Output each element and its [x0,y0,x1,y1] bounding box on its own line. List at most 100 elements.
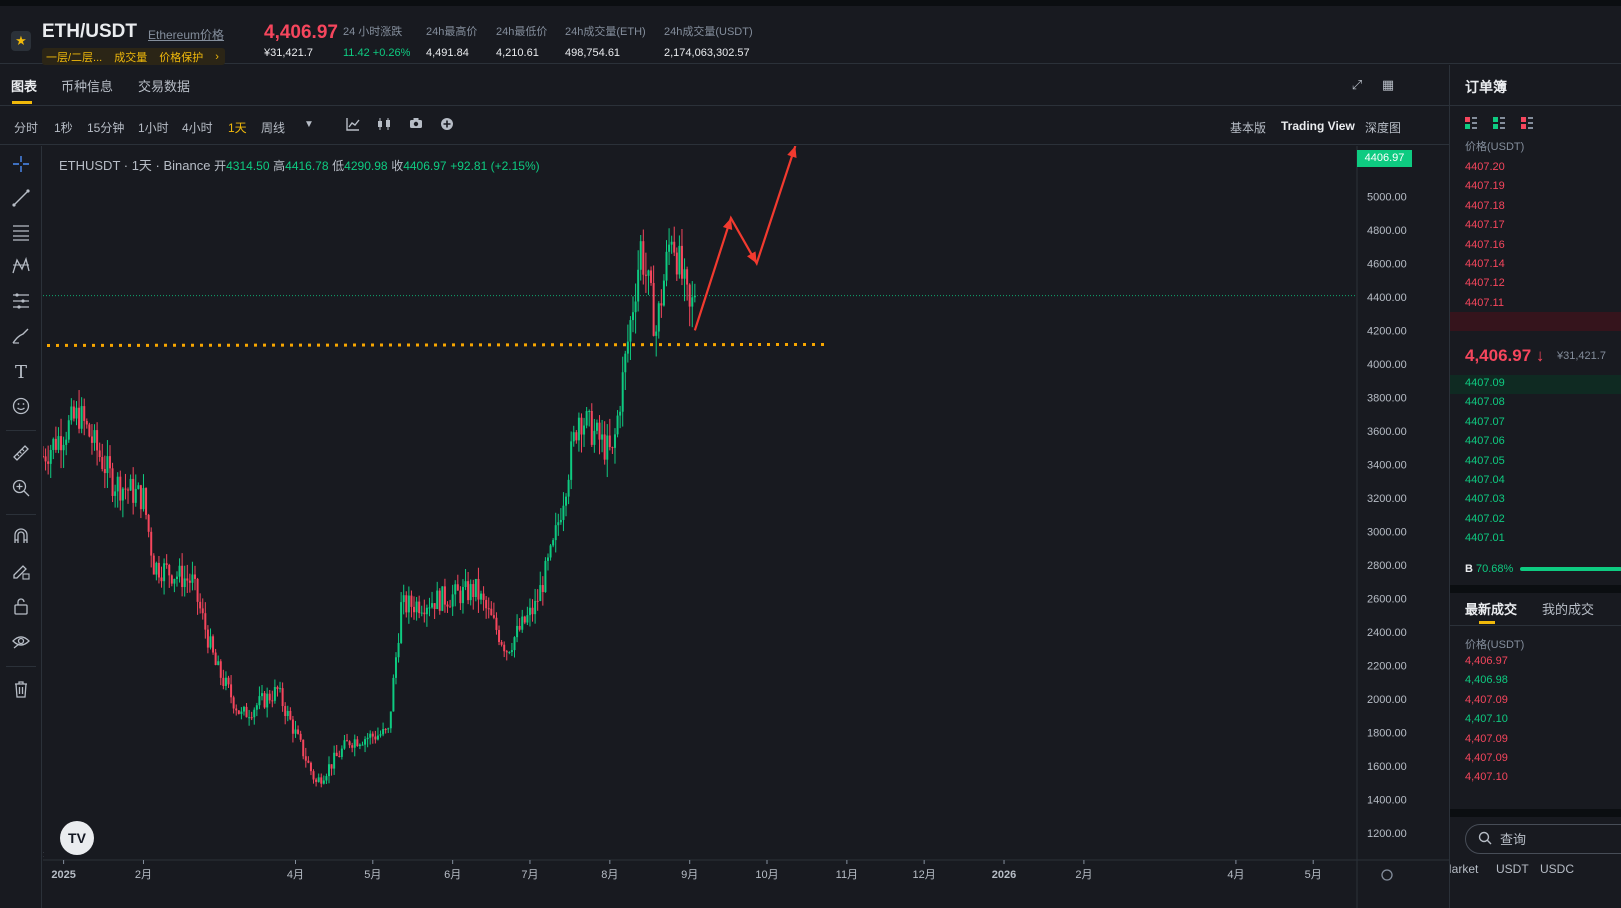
search-input[interactable] [1500,831,1620,847]
emoji-icon[interactable] [9,396,33,420]
timeframe-15m[interactable]: 15分钟 [87,121,125,135]
timeframe-1h[interactable]: 1小时 [138,121,169,135]
orderbook-bid-row[interactable]: 4407.03 [1465,493,1505,506]
view-tradingview[interactable]: Trading View [1281,119,1355,133]
indicators-icon[interactable] [345,117,361,133]
time-tick-label: 8月 [601,869,618,881]
pattern-icon[interactable] [9,256,33,280]
fib-icon[interactable] [9,291,33,315]
tradingview-logo[interactable]: TV [60,821,94,855]
market-tab-usdt[interactable]: USDT [1496,862,1529,876]
orderbook-ask-row[interactable]: 4407.12 [1465,277,1505,290]
chevron-right-icon[interactable]: › [215,50,219,63]
market-tab-emarket[interactable]: e-Market [1450,862,1479,876]
tab-trade-data[interactable]: 交易数据 [138,79,191,94]
eye-icon[interactable] [9,631,33,655]
pair-symbol[interactable]: ETH/USDT [42,21,137,42]
candle-body [268,693,271,701]
orderbook-ask-row[interactable]: 4407.14 [1465,258,1505,270]
timeframe-1d[interactable]: 1天 [228,121,247,135]
candle-body [175,576,178,580]
timeframe-4h[interactable]: 4小时 [182,121,213,135]
orderbook-mode-bids-icon[interactable] [1493,117,1505,129]
crosshair-icon[interactable] [9,154,33,178]
market-search[interactable] [1465,824,1621,854]
orderbook-mode-asks-icon[interactable] [1521,117,1533,129]
timeframe-1w[interactable]: 周线 [261,121,286,135]
candle-style-icon[interactable] [376,117,392,133]
price-tick-label: 1800.00 [1367,728,1407,740]
caret-down-icon[interactable]: ▼ [304,119,314,130]
orderbook-bid-row[interactable]: 4407.02 [1465,512,1505,525]
layout-grid-icon[interactable]: ▦ [1381,77,1395,92]
time-tick-label: 9月 [681,869,698,881]
trade-row: 4,407.10 [1465,771,1508,784]
orderbook-bid-row[interactable]: 4407.09 [1465,377,1505,389]
orderbook-ask-row[interactable]: 4407.17 [1465,219,1505,232]
orderbook-bid-row[interactable]: 4407.08 [1465,396,1505,409]
orderbook-bid-row[interactable]: 4407.06 [1465,435,1505,448]
orderbook-bid-row[interactable]: 4407.07 [1465,415,1505,428]
toolbar-separator [6,430,36,431]
market-tab-usdc[interactable]: USDC [1540,862,1575,876]
timeframe-line[interactable]: 分时 [14,121,39,135]
pair-info-link[interactable]: Ethereum价格 [148,28,225,42]
price-chart[interactable]: 5200.005000.004800.004600.004400.004200.… [43,146,1449,908]
view-depth[interactable]: 深度图 [1365,121,1402,135]
unlock-icon[interactable] [9,596,33,620]
ruler-icon[interactable] [9,443,33,467]
orderbook-ask-row[interactable]: 4407.19 [1465,180,1505,193]
candle-body [441,586,444,611]
trash-icon[interactable] [9,679,33,703]
candle-body [459,590,462,604]
price-tick-label: 2400.00 [1367,627,1407,639]
orderbook-ask-row[interactable]: 4407.18 [1465,199,1505,212]
add-circle-icon[interactable] [439,117,455,133]
legend-open: 4314.50 [226,159,270,173]
orderbook-ask-row[interactable]: 4407.16 [1465,238,1505,251]
brush-icon[interactable] [9,326,33,350]
fullscreen-icon[interactable]: ⤢ [1351,77,1363,92]
orderbook-mode-both-icon[interactable] [1465,117,1477,129]
tag-price-protect[interactable]: 价格保护 [159,51,204,64]
magnet-icon[interactable] [9,526,33,550]
price-tick-label: 3200.00 [1367,493,1407,505]
legend-open-label: 开 [214,159,227,173]
candlestick-chart[interactable]: 5200.005000.004800.004600.004400.004200.… [43,146,1449,908]
last-price-cny: ¥31,421.7 [264,47,313,59]
pair-tags[interactable]: 一层/二层... 成交量 价格保护 › [42,48,225,65]
ratio-value: 70.68% [1475,563,1514,575]
candle-body [170,575,173,584]
price-tick-label: 3400.00 [1367,459,1407,471]
orderbook-ask-row[interactable]: 4407.20 [1465,161,1505,173]
camera-icon[interactable] [408,117,424,133]
candle-body [75,407,78,419]
orderbook-ask-row[interactable]: 4407.11 [1465,296,1504,309]
section-gap [1450,585,1621,593]
candle-body [420,612,423,614]
orderbook-bid-row[interactable]: 4407.01 [1465,532,1505,545]
lock-drawing-icon[interactable] [9,561,33,585]
view-basic[interactable]: 基本版 [1230,121,1267,135]
orderbook-bid-row[interactable]: 4407.04 [1465,474,1505,486]
orderbook-bid-row[interactable]: 4407.05 [1465,454,1505,467]
favorite-star-icon[interactable]: ★ [11,31,31,51]
zoom-in-icon[interactable] [9,478,33,502]
candle-body [351,745,354,748]
trendline-icon[interactable] [9,188,33,212]
tab-my-trades[interactable]: 我的成交 [1542,602,1595,617]
candle-body [152,555,155,575]
tab-latest-trades[interactable]: 最新成交 [1465,602,1518,617]
tag-layer[interactable]: 一层/二层... [46,51,103,64]
text-tool-icon[interactable]: T [14,362,27,383]
candle-body [163,563,166,582]
tab-chart[interactable]: 图表 [11,79,38,94]
horizontal-lines-icon[interactable] [9,222,33,246]
tab-coin-info[interactable]: 币种信息 [61,79,114,94]
candle-body [541,585,544,593]
timeframe-1s[interactable]: 1秒 [54,121,73,135]
tag-volume[interactable]: 成交量 [114,51,148,64]
candle-body [624,353,627,373]
candle-body [255,705,258,710]
candle-body [523,616,526,623]
